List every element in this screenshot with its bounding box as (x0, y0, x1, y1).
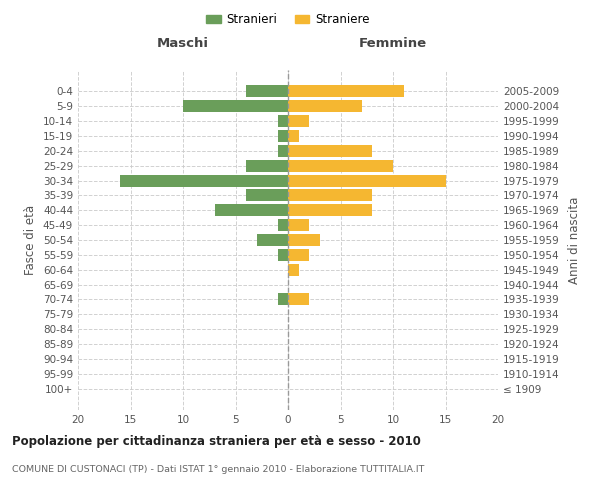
Bar (288, 115, 309, 127)
Bar (257, 234, 288, 246)
Text: Popolazione per cittadinanza straniera per età e sesso - 2010: Popolazione per cittadinanza straniera p… (12, 435, 421, 448)
Bar (277, 145, 288, 157)
Bar (215, 204, 288, 216)
Text: Maschi: Maschi (157, 37, 209, 50)
Bar (288, 190, 372, 202)
Bar (288, 264, 299, 276)
Bar (288, 160, 393, 172)
Bar (277, 294, 288, 306)
Bar (288, 249, 309, 261)
Bar (277, 249, 288, 261)
Text: COMUNE DI CUSTONACI (TP) - Dati ISTAT 1° gennaio 2010 - Elaborazione TUTTITALIA.: COMUNE DI CUSTONACI (TP) - Dati ISTAT 1°… (12, 465, 424, 474)
Bar (183, 100, 288, 112)
Text: Femmine: Femmine (359, 37, 427, 50)
Bar (288, 234, 320, 246)
Y-axis label: Anni di nascita: Anni di nascita (568, 196, 581, 284)
Y-axis label: Fasce di età: Fasce di età (25, 205, 37, 275)
Bar (288, 294, 309, 306)
Bar (277, 130, 288, 142)
Legend: Stranieri, Straniere: Stranieri, Straniere (202, 8, 374, 31)
Bar (246, 86, 288, 98)
Bar (277, 219, 288, 231)
Bar (288, 145, 372, 157)
Bar (288, 219, 309, 231)
Bar (288, 86, 404, 98)
Bar (277, 115, 288, 127)
Bar (246, 160, 288, 172)
Bar (288, 204, 372, 216)
Bar (288, 174, 445, 186)
Bar (246, 190, 288, 202)
Bar (288, 100, 361, 112)
Bar (120, 174, 288, 186)
Bar (288, 130, 299, 142)
